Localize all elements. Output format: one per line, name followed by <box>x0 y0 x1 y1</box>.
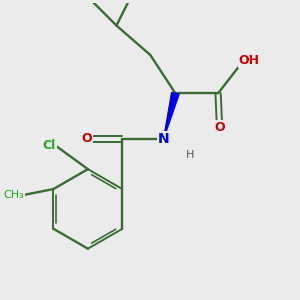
Text: N: N <box>158 132 170 146</box>
Text: CH₃: CH₃ <box>3 190 24 200</box>
Text: O: O <box>82 133 92 146</box>
Text: H: H <box>186 150 194 160</box>
Text: Cl: Cl <box>42 139 56 152</box>
Text: O: O <box>214 121 225 134</box>
Polygon shape <box>164 92 179 139</box>
Text: OH: OH <box>239 54 260 67</box>
